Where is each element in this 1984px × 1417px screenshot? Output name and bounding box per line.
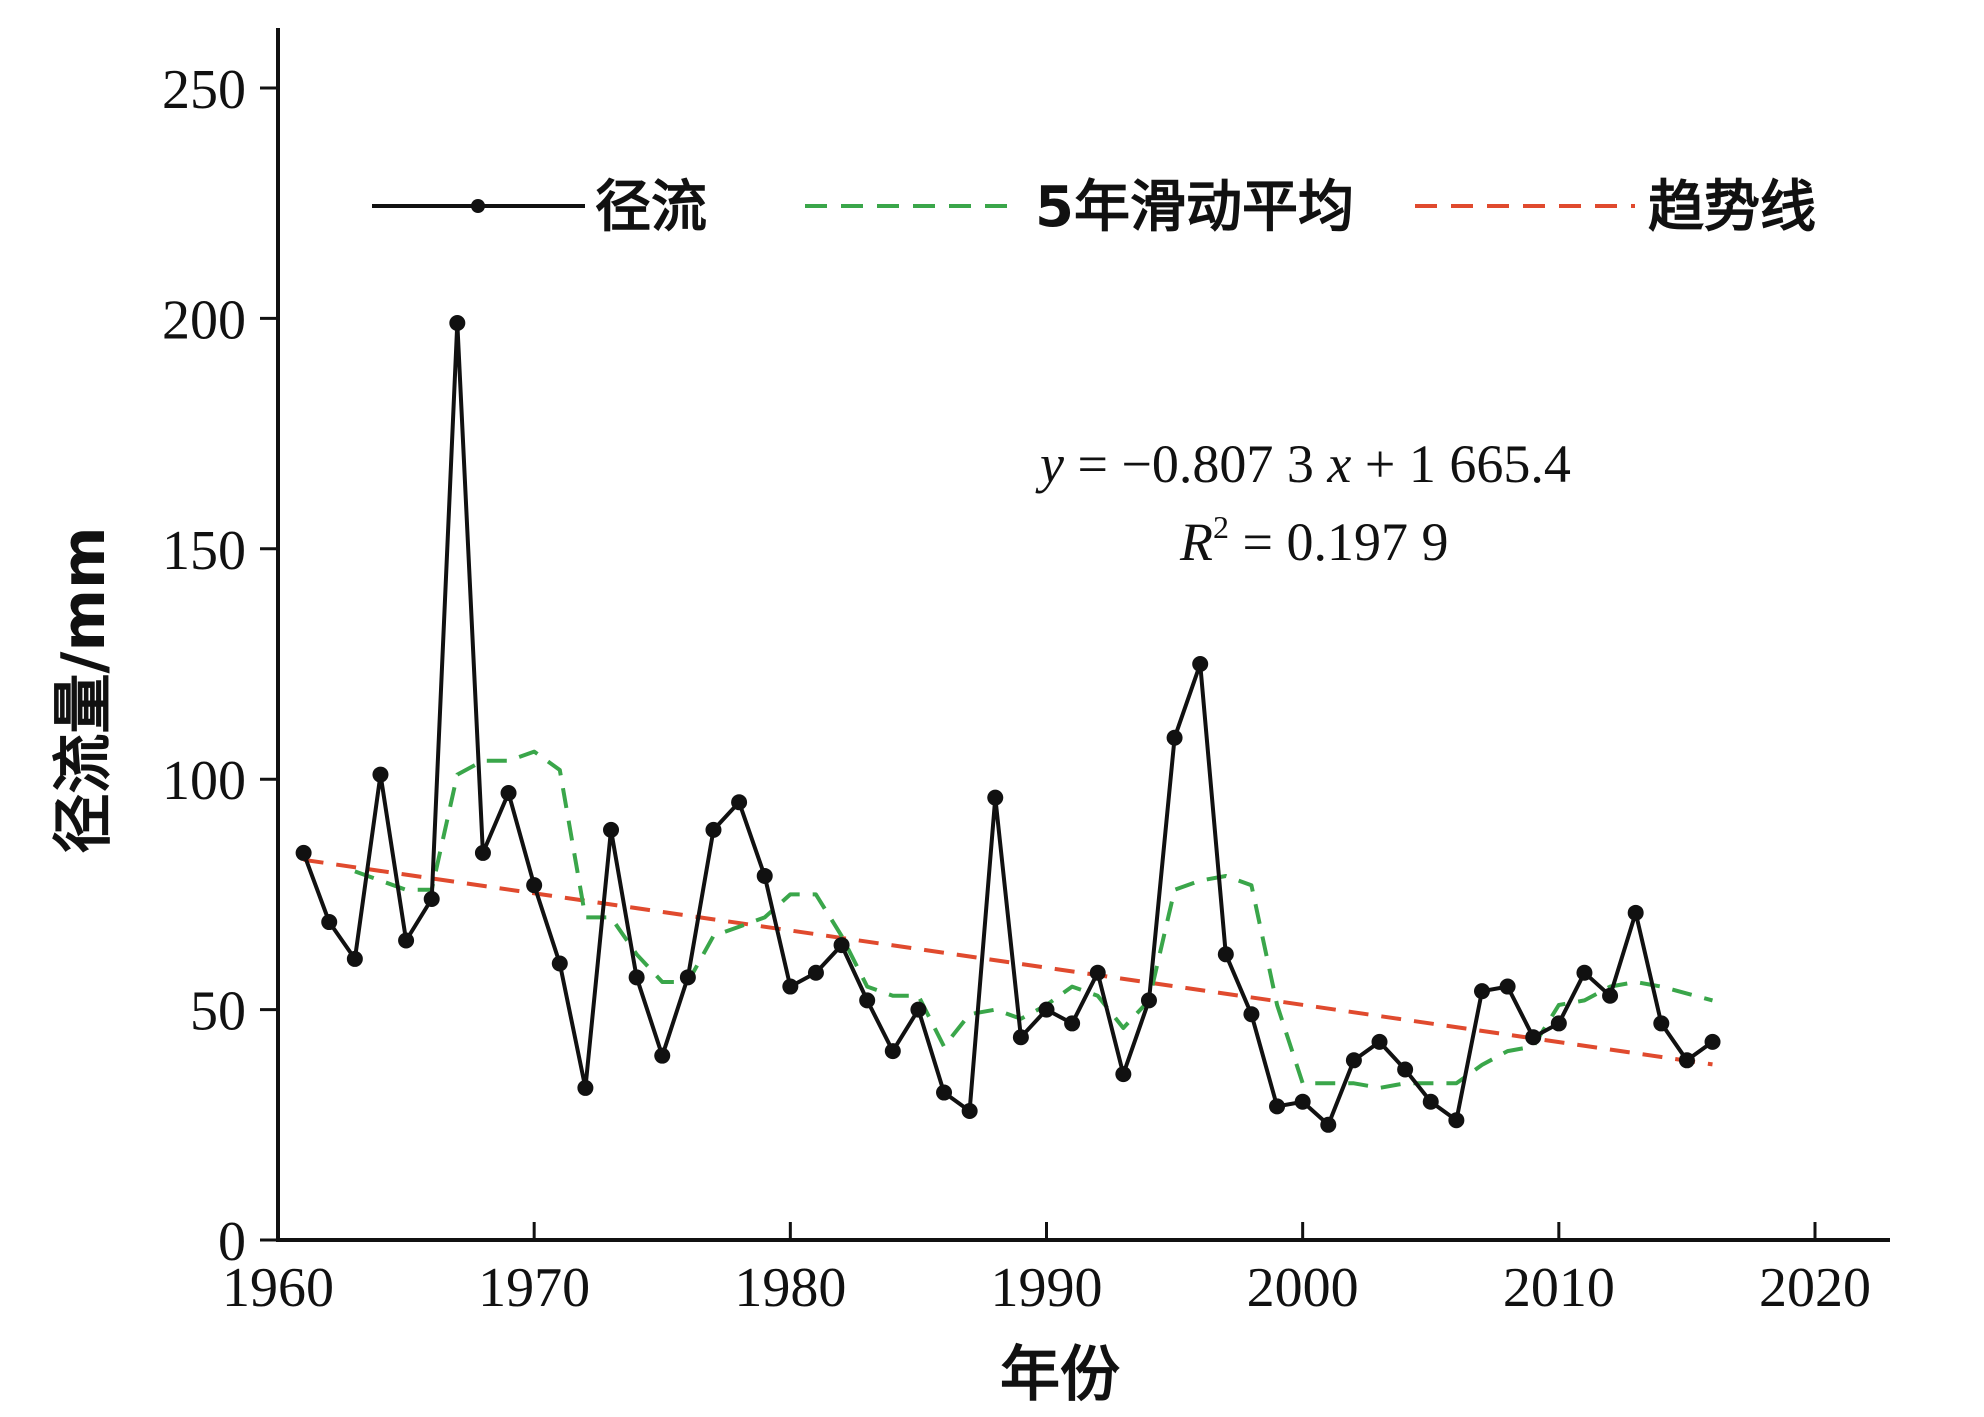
y-tick-label: 50 [190,981,246,1043]
equation-y-var: y [1035,434,1064,494]
data-point-runoff [1422,1093,1439,1110]
y-tick-label: 200 [162,289,246,351]
legend-item-runoff: 径流 [372,175,707,240]
data-point-runoff [1064,1015,1081,1032]
data-point-runoff [1550,1015,1567,1032]
x-ticks: 1960 1970 1980 1990 2000 2010 2020 [222,1222,1871,1319]
regression-equation: y = −0.807 3 x + 1 665.4 [1035,434,1571,494]
data-point-runoff [961,1102,978,1119]
legend-label-runoff: 径流 [595,175,707,240]
data-point-runoff [1397,1061,1414,1078]
data-point-runoff [1576,964,1593,981]
data-point-runoff [731,794,748,811]
data-point-runoff [628,969,645,986]
data-point-runoff [1525,1029,1542,1046]
data-point-runoff [1345,1052,1362,1069]
x-tick-label: 1990 [991,1257,1103,1319]
legend-marker-runoff [471,199,485,213]
data-point-runoff [1678,1052,1695,1069]
data-point-runoff [1089,964,1106,981]
data-point-runoff [295,844,312,861]
data-point-runoff [1115,1066,1132,1083]
equation-intercept: + 1 665.4 [1351,434,1570,494]
series-layer [295,315,1721,1133]
data-point-runoff [1217,946,1234,963]
data-point-runoff [372,766,389,783]
data-point-runoff [1704,1033,1721,1050]
data-point-runoff [807,964,824,981]
r-squared-var: R [1179,512,1213,572]
data-point-runoff [1320,1116,1337,1133]
x-tick-label: 1970 [478,1257,590,1319]
data-point-runoff [398,932,415,949]
data-point-runoff [1448,1112,1465,1129]
series-line-trendline [303,857,1713,1067]
data-point-runoff [1627,904,1644,921]
data-point-runoff [1371,1033,1388,1050]
y-axis-title: 径流量/mm [49,527,119,854]
legend-label-trendline: 趋势线 [1648,175,1816,240]
y-tick-label: 150 [162,520,246,582]
data-point-runoff [936,1084,953,1101]
legend-item-trendline: 趋势线 [1415,175,1816,240]
data-point-runoff [910,1001,927,1018]
data-point-runoff [500,785,517,802]
y-tick-label: 250 [162,59,246,121]
data-point-runoff [1602,987,1619,1004]
x-tick-label: 2020 [1759,1257,1871,1319]
data-point-runoff [654,1047,671,1064]
data-point-runoff [526,877,543,894]
data-point-runoff [1269,1098,1286,1115]
r-squared: R2 = 0.197 9 [1179,509,1448,572]
data-point-runoff [1140,992,1157,1009]
data-point-runoff [884,1043,901,1060]
data-point-runoff [551,955,568,972]
data-point-runoff [782,978,799,995]
data-point-runoff [449,315,466,332]
data-point-runoff [423,891,440,908]
data-point-runoff [833,937,850,954]
regression-annotation: y = −0.807 3 x + 1 665.4 R2 = 0.197 9 [1035,434,1571,572]
y-ticks: 0 50 100 150 200 250 [162,59,278,1273]
legend-label-moving-average: 5年滑动平均 [1035,175,1354,240]
data-point-runoff [346,950,363,967]
data-point-runoff [756,867,773,884]
data-point-runoff [321,914,338,931]
data-point-runoff [1192,656,1209,672]
r-squared-sup: 2 [1213,509,1229,545]
y-tick-label: 0 [218,1211,246,1273]
axes [276,28,1890,1242]
legend-item-moving-average: 5年滑动平均 [805,175,1354,240]
series-line-moving-average [354,749,1714,1090]
equation-x-var: x [1326,434,1351,494]
data-point-runoff [859,992,876,1009]
x-tick-label: 1980 [734,1257,846,1319]
data-point-runoff [1012,1029,1029,1046]
data-point-runoff [1166,729,1183,746]
series-line-runoff [301,321,1714,1127]
data-point-runoff [603,821,620,838]
data-point-runoff [1499,978,1516,995]
x-tick-label: 1960 [222,1257,334,1319]
data-point-runoff [474,844,491,861]
data-point-runoff [987,789,1004,806]
x-tick-label: 2010 [1503,1257,1615,1319]
data-point-runoff [577,1079,594,1096]
data-point-runoff [1653,1015,1670,1032]
data-point-runoff [1473,983,1490,1000]
r-squared-value: = 0.197 9 [1229,512,1448,572]
data-point-runoff [1294,1093,1311,1110]
x-axis-title: 年份 [1000,1340,1120,1410]
data-point-runoff [1038,1001,1055,1018]
data-point-runoff [679,969,696,986]
legend: 径流 5年滑动平均 趋势线 [372,175,1816,240]
data-point-runoff [1243,1006,1260,1023]
x-tick-label: 2000 [1247,1257,1359,1319]
data-point-runoff [705,821,722,838]
y-tick-label: 100 [162,750,246,812]
equation-coefficient: = −0.807 3 [1064,434,1327,494]
